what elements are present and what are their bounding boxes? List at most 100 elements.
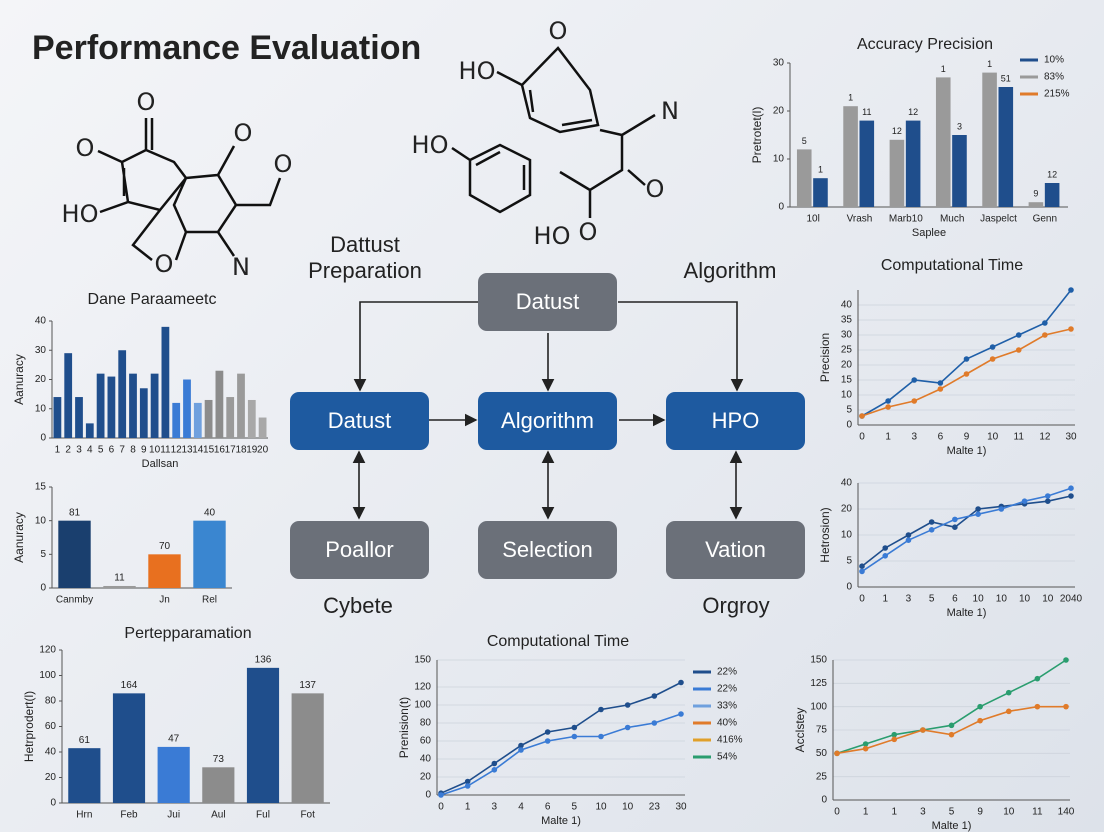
chart-title: Pertepparamation [124, 625, 251, 642]
bar [96, 373, 105, 438]
bar [53, 397, 62, 438]
y-tick-label: 15 [841, 375, 853, 386]
bar-annotation: 12 [892, 126, 902, 136]
x-axis-label: Malte 1) [541, 815, 581, 827]
point [885, 404, 891, 410]
x-axis-label: Malte 1) [932, 820, 972, 832]
x-axis-label: Malte 1) [947, 607, 987, 619]
node-box [666, 392, 805, 450]
point [911, 377, 918, 383]
point [928, 527, 935, 533]
point [1044, 493, 1051, 499]
chart-title: Accuracy Precision [857, 36, 993, 53]
bar-annotation: 51 [1001, 73, 1011, 83]
bar-annotation: 70 [159, 541, 171, 552]
bar [796, 149, 812, 207]
nodes: Datust Datust Algorithm HPO Poallor Selection… [290, 273, 805, 579]
atom: O [646, 175, 665, 203]
x-tick-label: 6 [109, 445, 115, 456]
x-tick-label: 2 [65, 445, 71, 456]
x-tick-label: 0 [859, 432, 865, 443]
bar [193, 520, 226, 588]
point [598, 733, 604, 740]
x-tick-label: 10 [595, 802, 607, 813]
bar [889, 139, 905, 207]
flow-diagram: Datust Datust Algorithm HPO Poallor Selection… [290, 232, 805, 618]
y-axis-label: Precision [818, 333, 832, 382]
point [977, 717, 983, 724]
diagram-label: Orgroy [702, 593, 769, 618]
x-tick-label: 0 [859, 594, 865, 605]
y-tick-label: 20 [420, 772, 432, 783]
point [1044, 498, 1051, 505]
x-tick-label: 10 [149, 445, 161, 456]
point [952, 524, 958, 530]
bar [129, 373, 137, 438]
point [859, 563, 865, 569]
point [1015, 332, 1022, 338]
bar [258, 417, 267, 438]
y-tick-label: 80 [420, 718, 432, 729]
point [1021, 498, 1028, 505]
atom: O [274, 150, 293, 178]
point [464, 783, 471, 789]
y-tick-label: 5 [846, 405, 852, 416]
point [998, 506, 1005, 512]
bar-annotation: 164 [121, 680, 138, 691]
x-tick-label: Hrn [76, 810, 92, 821]
y-tick-label: 20 [773, 106, 785, 117]
x-tick-label: 3 [920, 807, 926, 818]
y-tick-label: 100 [39, 670, 56, 681]
node-box [290, 521, 429, 579]
x-tick-label: 8 [130, 445, 136, 456]
bar-annotation: 40 [204, 507, 216, 518]
x-tick-label: Rel [202, 595, 217, 606]
point [862, 745, 869, 752]
x-tick-label: 5 [572, 802, 578, 813]
point [834, 750, 840, 757]
x-tick-label: 16 [214, 445, 226, 456]
point [1068, 326, 1074, 332]
x-axis-label: Malte 1) [947, 445, 987, 457]
y-tick-label: 5 [40, 549, 46, 560]
bond [97, 118, 282, 261]
y-tick-label: 80 [45, 696, 57, 707]
x-tick-label: 18 [235, 445, 247, 456]
bar [193, 402, 202, 438]
bar-annotation: 47 [168, 734, 180, 745]
line [861, 289, 1072, 417]
x-tick-label: 1 [891, 807, 897, 818]
node-box [290, 392, 429, 450]
atom: O [579, 218, 598, 246]
point [571, 733, 578, 740]
bar-annotation: 137 [299, 680, 316, 691]
bar [952, 135, 967, 207]
x-tick-label: Fot [300, 810, 315, 821]
y-tick-label: 40 [841, 300, 853, 311]
legend-label: 22% [717, 684, 737, 695]
x-tick-label: 11 [160, 445, 171, 456]
x-tick-label: 11 [1032, 807, 1043, 818]
x-tick-label: 11 [1014, 432, 1025, 443]
point [920, 727, 926, 733]
x-tick-label: 1 [885, 432, 891, 443]
x-tick-label: 12 [171, 445, 183, 456]
x-tick-label: 3 [76, 445, 82, 456]
x-tick-label: 7 [119, 445, 125, 456]
bar [148, 554, 181, 588]
bar-annotation: 5 [802, 136, 807, 146]
point [905, 537, 912, 543]
x-tick-label: Aul [211, 810, 225, 821]
bar-annotation: 11 [862, 107, 871, 117]
bar [291, 693, 324, 803]
bar [982, 72, 997, 207]
y-tick-label: 25 [841, 345, 853, 356]
chart-title: Dane Paraameetc [88, 291, 217, 308]
legend-label: 215% [1044, 89, 1070, 100]
bar [204, 399, 213, 438]
atom: HO [459, 57, 496, 85]
chart-title: Computational Time [881, 257, 1023, 274]
x-tick-label: 140 [1058, 807, 1075, 818]
